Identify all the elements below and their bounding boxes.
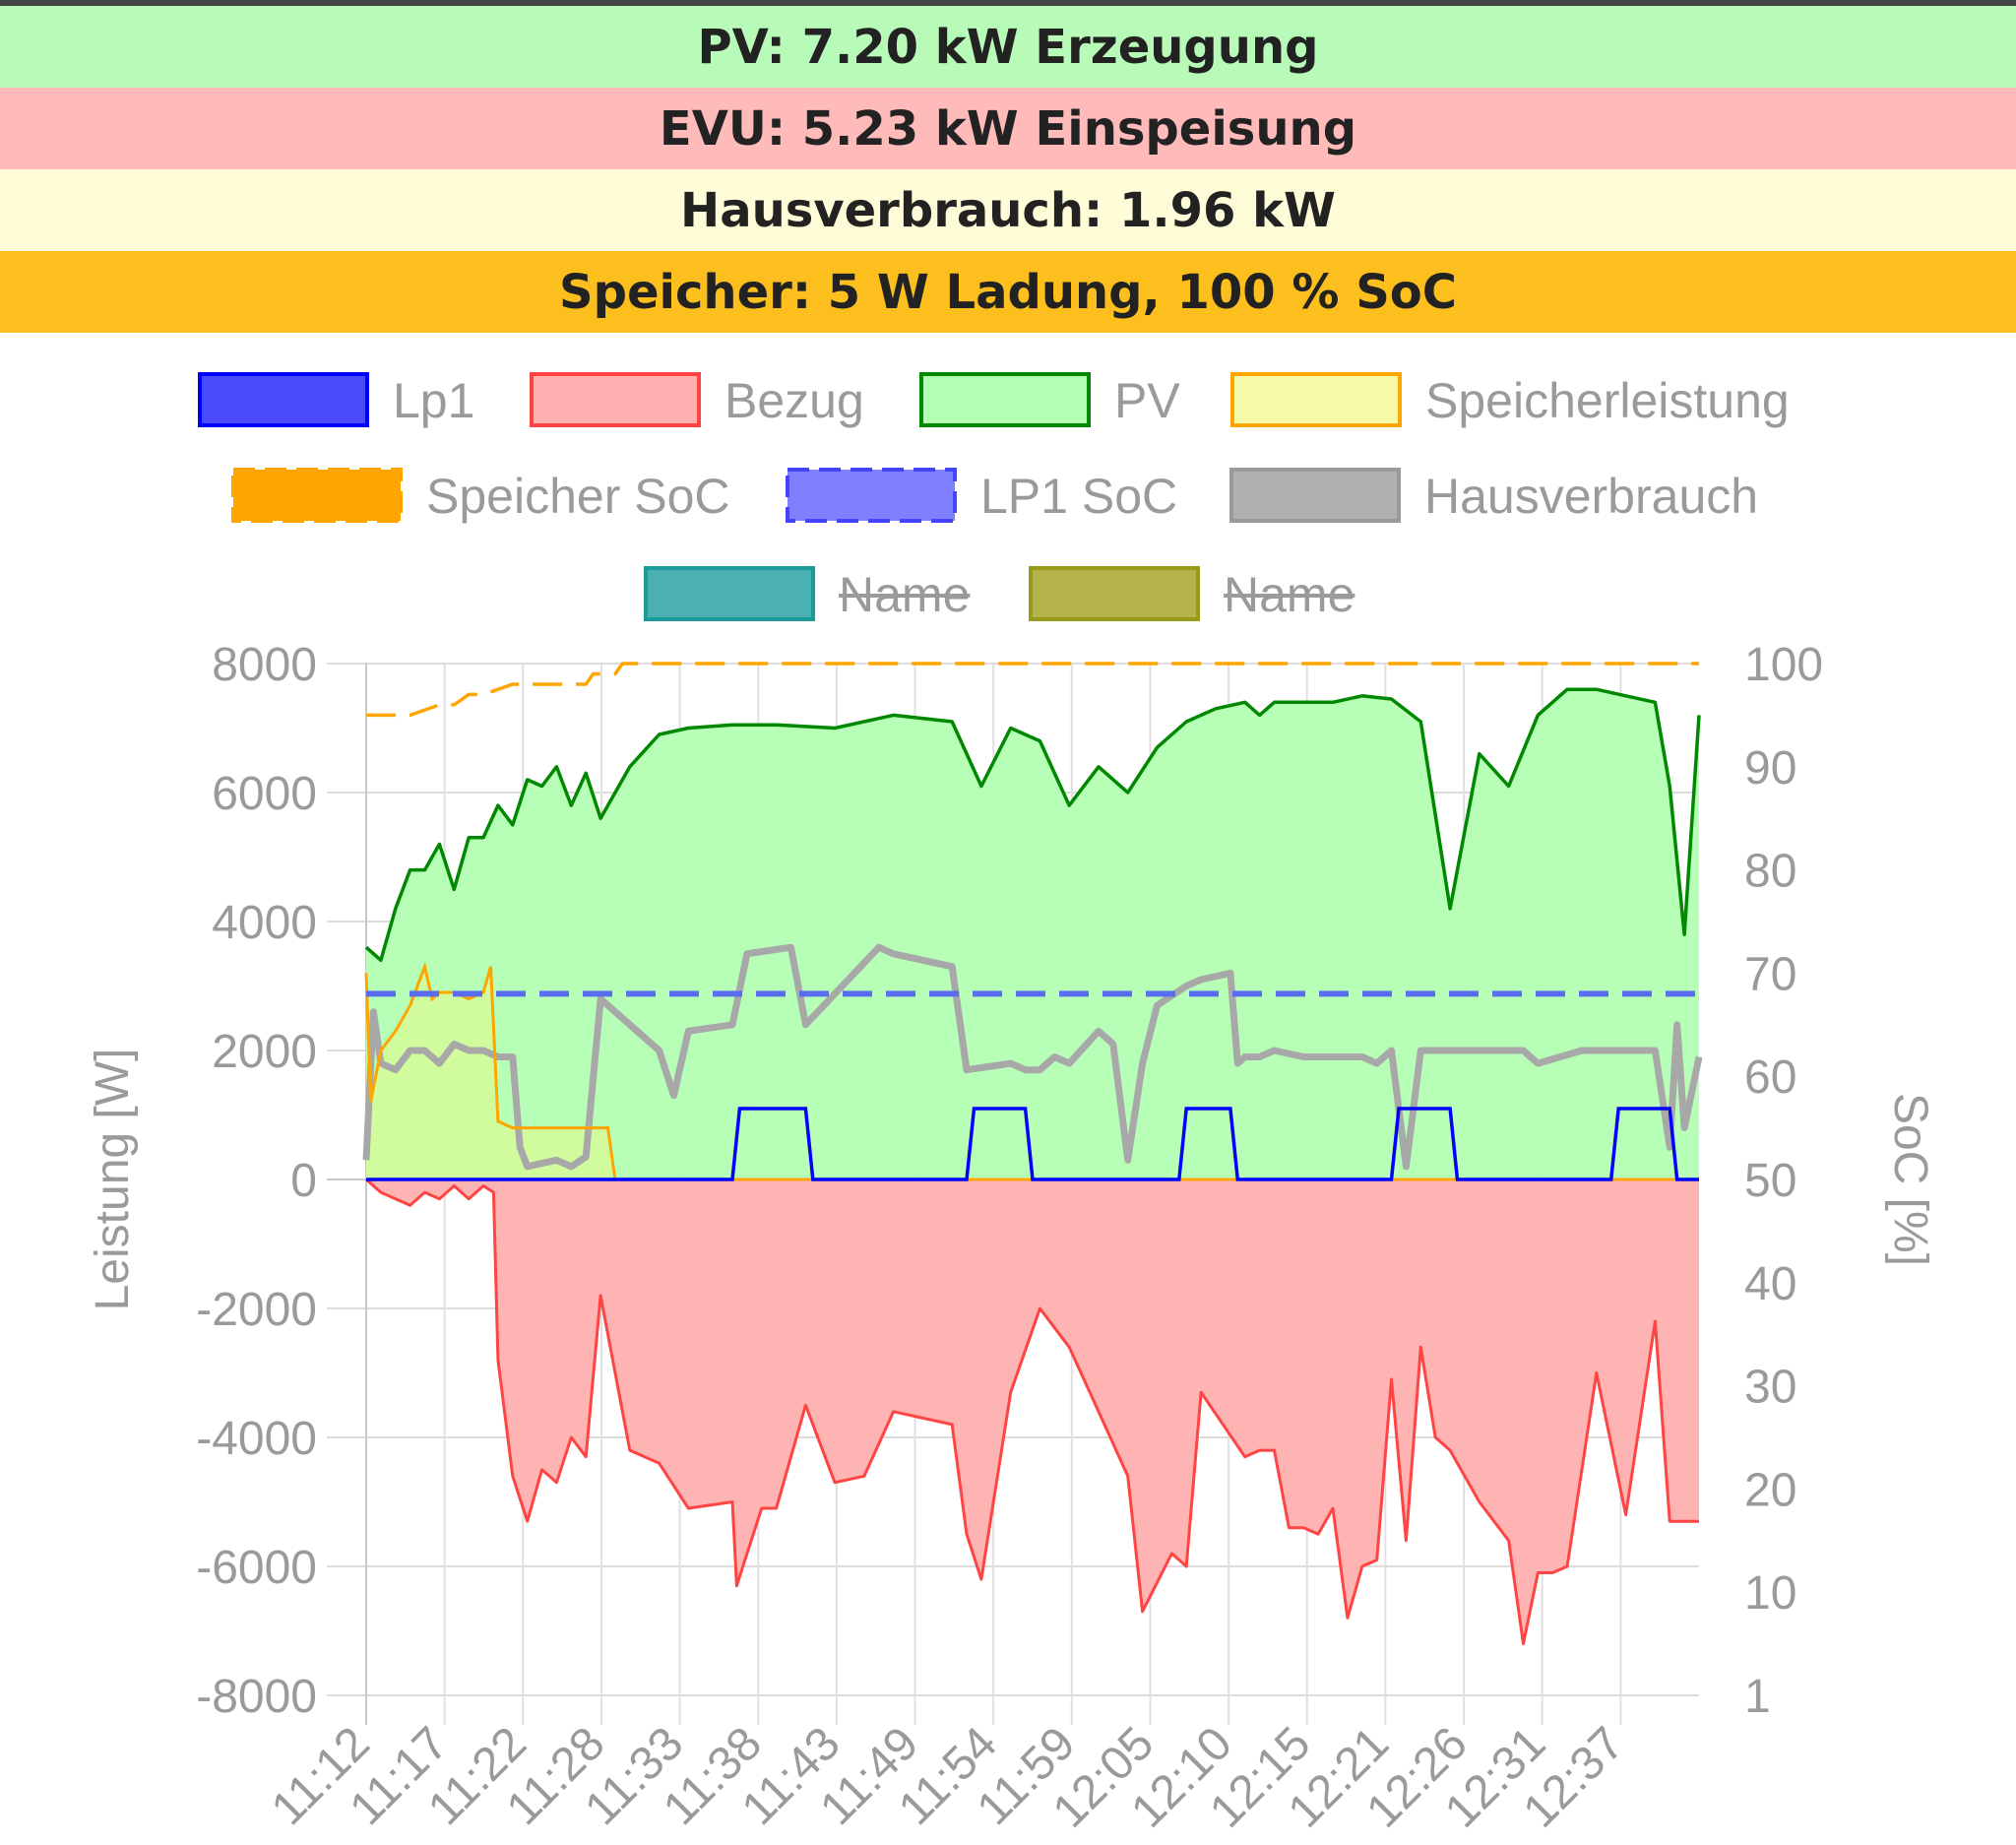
y-right-tick-label: 60 (1744, 1051, 1796, 1104)
y-right-tick-label: 10 (1744, 1567, 1796, 1620)
chart-series (362, 662, 1703, 1646)
y-right-tick-label: 40 (1744, 1258, 1796, 1310)
legend-swatch (919, 372, 1091, 427)
y-left-tick-label: 0 (290, 1155, 317, 1207)
legend-item-7: Name (644, 566, 971, 622)
legend-label: PV (1114, 373, 1180, 428)
legend-swatch (198, 372, 369, 427)
legend-swatch (1029, 566, 1200, 621)
y-right-axis-title: SoC [%] (1884, 1093, 1936, 1266)
legend-item-8: Name (1029, 566, 1355, 622)
hausverbrauch-status-banner: Hausverbrauch: 1.96 kW (0, 169, 2016, 251)
y-right-tick-label: 100 (1744, 639, 1823, 691)
y-left-tick-label: 8000 (212, 639, 317, 691)
y-left-tick-label: -2000 (196, 1284, 317, 1336)
y-left-axis-title: Leistung [W] (87, 1049, 139, 1311)
legend-item-1: Bezug (530, 372, 864, 428)
legend-label: Speicher SoC (426, 469, 730, 524)
y-right-tick-label: 50 (1744, 1155, 1796, 1207)
chart-legend: Lp1 Bezug PV Speicherleistung Speicher SoC LP… (198, 372, 1790, 622)
legend-item-0: Lp1 (198, 372, 474, 428)
legend-swatch (644, 566, 815, 621)
legend-label: Lp1 (393, 373, 474, 428)
speicher-soc-line (366, 662, 1699, 718)
y-right-tick-label: 1 (1744, 1671, 1771, 1723)
legend-swatch (530, 372, 701, 427)
legend-item-6: Hausverbrauch (1229, 468, 1758, 524)
y-left-tick-label: 6000 (212, 768, 317, 820)
y-right-tick-label: 20 (1744, 1464, 1796, 1516)
y-right-tick-label: 90 (1744, 742, 1796, 795)
y-left-tick-label: -6000 (196, 1542, 317, 1594)
top-border-line (0, 0, 2016, 6)
evu-status-banner: EVU: 5.23 kW Einspeisung (0, 88, 2016, 169)
bezug-line (365, 1177, 1699, 1646)
legend-swatch (231, 468, 403, 523)
speicherleistung-area (366, 966, 1699, 1179)
lp1-line (366, 1107, 1699, 1181)
y-left-tick-label: 4000 (212, 897, 317, 949)
bezug-area (366, 1179, 1699, 1644)
y-right-tick-label: 30 (1744, 1362, 1796, 1414)
legend-label: Hausverbrauch (1424, 469, 1758, 524)
pv-line (364, 687, 1701, 963)
y-left-tick-label: 2000 (212, 1026, 317, 1078)
pv-area (366, 689, 1699, 1179)
legend-label: LP1 SoC (980, 469, 1177, 524)
legend-item-2: PV (919, 372, 1180, 428)
y-right-tick-label: 80 (1744, 846, 1796, 898)
pv-status-banner: PV: 7.20 kW Erzeugung (0, 6, 2016, 88)
hausverbrauch-line (362, 943, 1703, 1171)
legend-swatch (786, 468, 957, 523)
y-right-tick-label: 70 (1744, 948, 1796, 1000)
legend-item-5: LP1 SoC (786, 468, 1177, 524)
legend-swatch (1229, 468, 1401, 523)
speicher-status-banner: Speicher: 5 W Ladung, 100 % SoC (0, 251, 2016, 333)
y-left-tick-label: -4000 (196, 1413, 317, 1465)
legend-item-4: Speicher SoC (231, 468, 730, 524)
legend-label: Speicherleistung (1425, 373, 1790, 428)
legend-swatch (1230, 372, 1402, 427)
legend-item-3: Speicherleistung (1230, 372, 1790, 428)
y-left-tick-label: -8000 (196, 1671, 317, 1723)
legend-label: Bezug (724, 373, 864, 428)
